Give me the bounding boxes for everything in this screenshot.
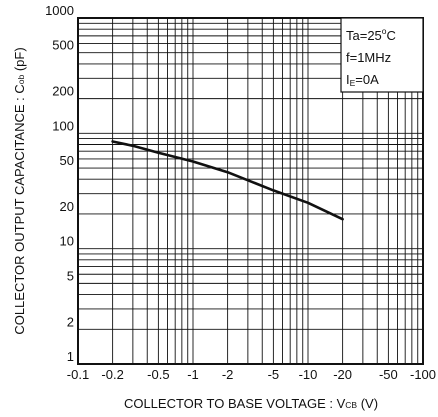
x-tick-labels: -0.1 -0.2 -0.5 -1 -2 -5 -10 -20 -50 -100 <box>67 367 436 382</box>
x-tick-label: -1 <box>187 367 199 382</box>
y-tick-label: 5 <box>67 268 74 283</box>
y-tick-label: 1000 <box>45 3 74 18</box>
legend-frequency: f=1MHz <box>346 50 391 65</box>
y-tick-label: 20 <box>60 199 74 214</box>
y-tick-label: 10 <box>60 234 74 249</box>
x-tick-label: -0.5 <box>147 367 169 382</box>
grid <box>77 17 424 365</box>
y-tick-label: 100 <box>52 118 74 133</box>
y-tick-labels: 1 2 5 10 20 50 100 200 500 1000 <box>45 3 74 364</box>
x-tick-label: -5 <box>268 367 280 382</box>
y-tick-label: 500 <box>52 38 74 53</box>
y-tick-label: 50 <box>60 153 74 168</box>
x-tick-label: -100 <box>410 367 436 382</box>
y-tick-label: 1 <box>67 349 74 364</box>
legend-box <box>340 17 424 93</box>
x-tick-label: -10 <box>299 367 318 382</box>
x-tick-label: -0.2 <box>101 367 123 382</box>
legend-emitter-current: IE=0A <box>346 72 379 88</box>
y-tick-label: 2 <box>67 314 74 329</box>
plot-frame <box>77 17 424 365</box>
x-tick-label: -20 <box>333 367 352 382</box>
x-tick-label: -50 <box>379 367 398 382</box>
y-axis-title: COLLECTOR OUTPUT CAPACITANCE : Cob (pF) <box>12 47 27 334</box>
x-tick-label: -0.1 <box>67 367 89 382</box>
capacitance-curve <box>111 140 344 221</box>
legend-temperature: Ta=25oC <box>346 26 396 43</box>
conditions-legend: Ta=25oC f=1MHz IE=0A <box>340 17 424 93</box>
x-axis-title: COLLECTOR TO BASE VOLTAGE : VCB (V) <box>124 396 378 411</box>
x-tick-label: -2 <box>222 367 234 382</box>
y-tick-label: 200 <box>52 84 74 99</box>
